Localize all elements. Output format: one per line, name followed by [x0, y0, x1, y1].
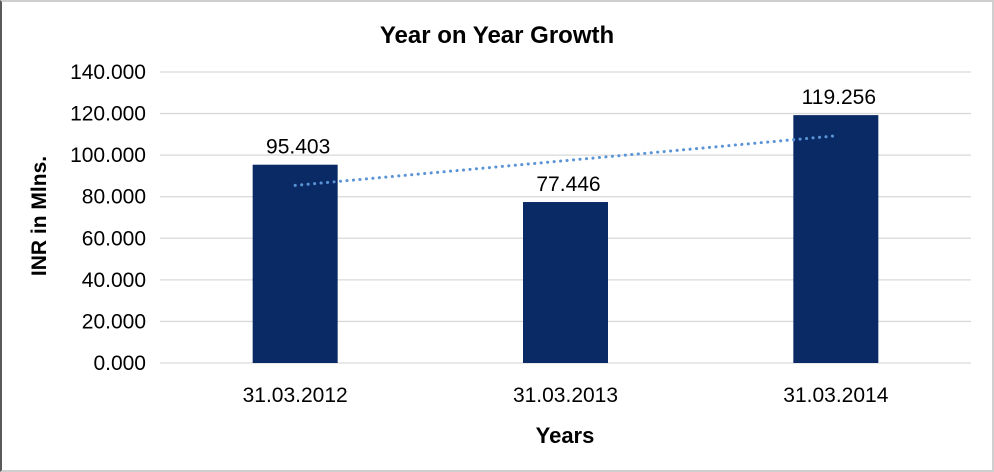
- trendline: [293, 134, 838, 187]
- y-tick-label: 140.000: [70, 61, 146, 84]
- chart-title: Year on Year Growth: [380, 22, 614, 49]
- plot-area: 0.000 20.000 40.000 60.000 80.000 100.000 120.…: [70, 61, 971, 407]
- x-category-label: 31.03.2013: [513, 384, 618, 407]
- x-axis-title: Years: [536, 423, 595, 448]
- y-tick-label: 60.000: [82, 227, 146, 250]
- y-tick-label: 20.000: [82, 310, 146, 333]
- bar: [793, 115, 879, 363]
- x-category-label: 31.03.2012: [243, 384, 348, 407]
- bar: [252, 164, 338, 363]
- x-category-label: 31.03.2014: [783, 384, 888, 407]
- y-tick-label: 80.000: [82, 186, 146, 209]
- bar: [523, 202, 608, 363]
- bar-data-label: 119.256: [802, 86, 876, 109]
- y-tick-label: 100.000: [70, 144, 146, 167]
- y-axis-title: INR in Mlns.: [28, 156, 51, 276]
- bar-data-label: 77.446: [536, 173, 600, 196]
- y-tick-label: 120.000: [70, 103, 146, 126]
- y-tick-label: 0.000: [93, 352, 146, 375]
- y-tick-label: 40.000: [82, 269, 146, 292]
- bar-data-label: 95.403: [266, 136, 330, 159]
